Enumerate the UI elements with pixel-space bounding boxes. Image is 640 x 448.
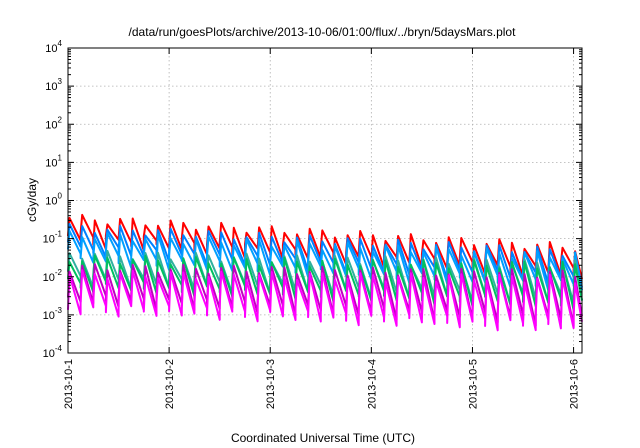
y-tick-label: 10-4 (43, 344, 63, 360)
x-tick-label: 2013-10-6 (569, 359, 581, 409)
series-layer (67, 213, 583, 332)
series-line-7 (67, 269, 583, 332)
y-tick-label: 100 (45, 192, 62, 208)
y-tick-label: 104 (45, 39, 62, 55)
plot-frame (67, 47, 583, 354)
y-tick-label: 103 (45, 77, 62, 93)
y-tick-label: 101 (45, 153, 62, 169)
x-tick-label: 2013-10-5 (467, 359, 479, 409)
y-tick-label: 102 (45, 115, 62, 131)
chart-title: /data/run/goesPlots/archive/2013-10-06/0… (129, 25, 517, 39)
y-tick-label: 10-3 (43, 306, 63, 322)
x-axis-label: Coordinated Universal Time (UTC) (231, 431, 415, 445)
x-tick-label: 2013-10-3 (265, 359, 277, 409)
axis-layer: 10-4 10-3 10-2 10-1 100 101 102 103 104 2013-10-1… (43, 39, 582, 409)
y-tick-label: 10-1 (43, 230, 63, 246)
x-tick-label: 2013-10-2 (164, 359, 176, 409)
grid-layer (67, 47, 582, 354)
y-axis-label: cGy/day (25, 178, 39, 222)
x-tick-label: 2013-10-4 (366, 359, 378, 409)
y-tick-label: 10-2 (43, 268, 63, 284)
x-tick-label: 2013-10-1 (63, 359, 75, 409)
